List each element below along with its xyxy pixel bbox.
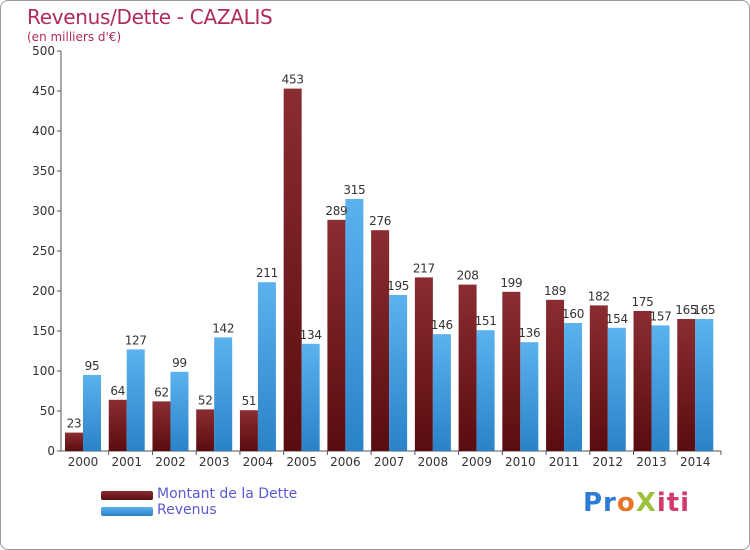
- bar-debt: [589, 305, 608, 451]
- x-tick-label: 2007: [374, 455, 405, 469]
- y-tick-label: 300: [32, 204, 55, 218]
- y-tick-label: 100: [32, 364, 55, 378]
- logo-part: X: [635, 488, 657, 518]
- y-tick-label: 450: [32, 84, 55, 98]
- data-label-revenus: 165: [693, 303, 715, 317]
- x-tick-label: 2002: [155, 455, 186, 469]
- data-label-revenus: 127: [125, 333, 147, 347]
- data-label-revenus: 151: [475, 314, 497, 328]
- x-tick-label: 2005: [286, 455, 317, 469]
- data-label-debt: 51: [242, 394, 257, 408]
- data-label-debt: 175: [632, 295, 654, 309]
- bar-revenus: [520, 342, 539, 451]
- bar-revenus: [564, 323, 583, 451]
- data-label-debt: 62: [154, 385, 169, 399]
- data-label-debt: 208: [457, 269, 479, 283]
- bar-debt: [239, 410, 258, 451]
- bar-debt: [677, 319, 696, 451]
- logo-part: o: [616, 488, 636, 518]
- chart-subtitle: (en milliers d'€): [27, 30, 122, 44]
- y-tick-label: 350: [32, 164, 55, 178]
- bar-debt: [371, 230, 390, 451]
- x-tick-label: 2012: [593, 455, 624, 469]
- data-label-revenus: 195: [387, 279, 409, 293]
- x-tick-label: 2004: [243, 455, 274, 469]
- y-tick-label: 50: [40, 404, 55, 418]
- bar-revenus: [257, 282, 276, 451]
- data-label-debt: 64: [110, 384, 125, 398]
- data-label-revenus: 95: [85, 359, 100, 373]
- bar-debt: [196, 409, 215, 451]
- data-label-debt: 182: [588, 289, 610, 303]
- proxiti-logo: ProXiti: [583, 488, 690, 518]
- data-label-revenus: 315: [343, 183, 365, 197]
- x-tick-label: 2008: [418, 455, 449, 469]
- bar-debt: [414, 277, 433, 451]
- bar-debt: [546, 299, 565, 451]
- x-tick-label: 2014: [680, 455, 711, 469]
- data-label-revenus: 99: [172, 356, 187, 370]
- x-tick-label: 2011: [549, 455, 580, 469]
- bar-revenus: [345, 199, 364, 451]
- data-label-revenus: 157: [650, 309, 672, 323]
- bar-debt: [458, 284, 477, 451]
- bar-debt: [108, 399, 127, 451]
- bar-revenus: [301, 343, 320, 451]
- data-label-revenus: 160: [562, 307, 584, 321]
- data-label-debt: 199: [500, 276, 522, 290]
- legend-swatch-debt: [101, 491, 153, 500]
- x-tick-label: 2003: [199, 455, 230, 469]
- data-label-debt: 289: [325, 204, 347, 218]
- legend-label-revenus: Revenus: [157, 502, 217, 518]
- bar-debt: [502, 291, 521, 451]
- data-label-debt: 217: [413, 261, 435, 275]
- y-tick-label: 0: [47, 444, 55, 458]
- bar-debt: [283, 88, 302, 451]
- bar-revenus: [170, 371, 189, 451]
- chart-title: Revenus/Dette - CAZALIS: [27, 5, 273, 29]
- data-label-debt: 276: [369, 214, 391, 228]
- x-tick-label: 2010: [505, 455, 536, 469]
- data-label-revenus: 134: [300, 328, 322, 342]
- y-tick-label: 500: [32, 44, 55, 58]
- data-label-debt: 189: [544, 284, 566, 298]
- y-tick-label: 250: [32, 244, 55, 258]
- data-label-debt: 52: [198, 393, 213, 407]
- x-tick-label: 2009: [461, 455, 492, 469]
- x-tick-label: 2000: [68, 455, 99, 469]
- data-label-debt: 23: [67, 417, 82, 431]
- bar-debt: [65, 432, 83, 451]
- data-label-revenus: 146: [431, 318, 453, 332]
- y-tick-label: 200: [32, 284, 55, 298]
- x-tick-label: 2006: [330, 455, 361, 469]
- data-label-debt: 453: [282, 73, 304, 87]
- bar-revenus: [651, 325, 670, 451]
- bar-revenus: [214, 337, 233, 451]
- bar-revenus: [126, 349, 145, 451]
- bar-debt: [327, 219, 346, 451]
- bar-revenus: [83, 375, 101, 451]
- y-tick-label: 150: [32, 324, 55, 338]
- x-tick-label: 2013: [636, 455, 667, 469]
- bar-revenus: [389, 295, 408, 451]
- bar-debt: [152, 401, 171, 451]
- bar-debt: [633, 311, 652, 451]
- legend-swatch-revenus: [101, 507, 153, 516]
- logo-part: Pr: [583, 488, 617, 518]
- bar-revenus: [607, 327, 626, 451]
- y-tick-label: 400: [32, 124, 55, 138]
- data-label-revenus: 136: [518, 326, 540, 340]
- data-label-debt: 165: [675, 303, 697, 317]
- bar-revenus: [476, 330, 495, 451]
- data-label-revenus: 142: [212, 321, 234, 335]
- bar-revenus: [432, 334, 451, 451]
- data-label-revenus: 154: [606, 312, 628, 326]
- legend-label-debt: Montant de la Dette: [157, 486, 298, 502]
- bar-revenus: [695, 319, 714, 451]
- x-tick-label: 2001: [111, 455, 142, 469]
- data-label-revenus: 211: [256, 266, 278, 280]
- logo-part: iti: [656, 488, 691, 518]
